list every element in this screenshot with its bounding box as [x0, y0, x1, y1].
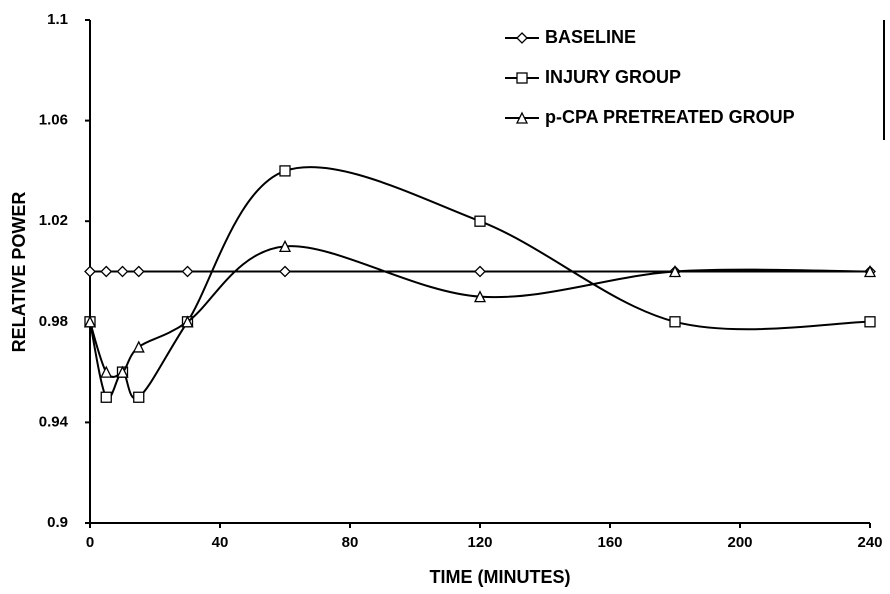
legend-label: BASELINE	[545, 27, 636, 47]
legend-label: INJURY GROUP	[545, 67, 681, 87]
y-tick-label: 1.1	[47, 11, 68, 28]
series-line	[89, 166, 871, 400]
marker	[181, 315, 194, 328]
marker	[668, 265, 682, 278]
x-axis-label: TIME (MINUTES)	[430, 567, 571, 587]
legend-label: p-CPA PRETREATED GROUP	[545, 107, 795, 127]
marker	[116, 365, 129, 378]
marker	[100, 265, 113, 278]
marker	[133, 391, 145, 403]
y-tick-label: 1.06	[39, 112, 68, 129]
marker	[132, 265, 145, 278]
marker	[474, 265, 486, 278]
legend-marker	[515, 111, 529, 124]
marker	[669, 316, 681, 328]
x-tick-label: 240	[857, 534, 882, 551]
y-tick-label: 0.9	[47, 514, 68, 531]
legend-marker	[516, 72, 528, 84]
y-tick-label: 0.98	[39, 313, 68, 330]
y-tick-label: 1.02	[39, 212, 68, 229]
marker	[278, 239, 292, 253]
legend-marker	[516, 32, 528, 44]
marker	[864, 316, 876, 328]
x-tick-label: 200	[727, 534, 752, 551]
x-tick-label: 120	[467, 534, 492, 551]
marker	[132, 340, 145, 353]
y-axis-label: RELATIVE POWER	[9, 192, 29, 353]
marker	[84, 265, 96, 278]
marker	[863, 265, 877, 278]
marker	[100, 365, 113, 378]
marker	[279, 265, 291, 278]
marker	[473, 290, 487, 303]
marker	[83, 315, 97, 328]
marker	[116, 265, 129, 278]
x-tick-label: 80	[342, 534, 359, 551]
x-tick-label: 160	[597, 534, 622, 551]
marker	[181, 265, 194, 278]
marker	[474, 215, 486, 227]
x-tick-label: 40	[212, 534, 229, 551]
marker	[100, 391, 112, 403]
marker	[279, 165, 291, 177]
y-tick-label: 0.94	[39, 413, 69, 430]
x-tick-label: 0	[86, 534, 94, 551]
